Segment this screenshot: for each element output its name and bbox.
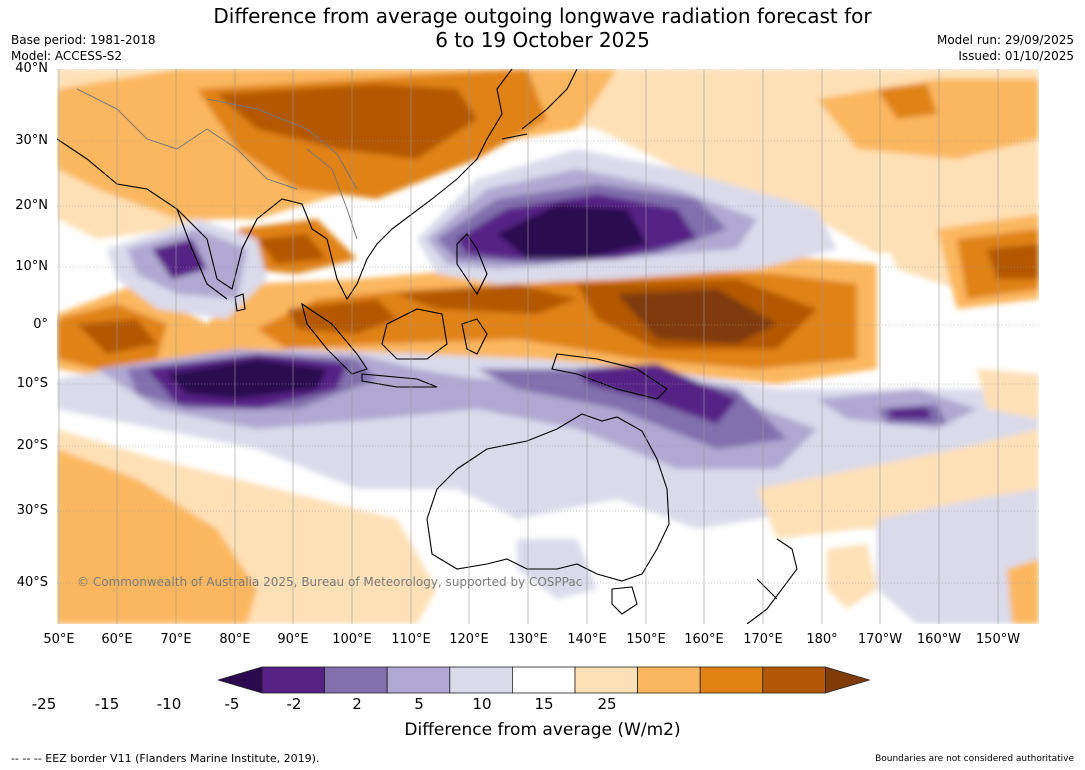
colorbar-segment bbox=[699, 666, 764, 694]
base-period-label: Base period: 1981-2018 bbox=[11, 33, 156, 47]
colorbar-tick: -10 bbox=[156, 695, 182, 713]
lat-label-10n: 10°N bbox=[15, 259, 48, 274]
model-info: Base period: 1981-2018 Model: ACCESS-S2 bbox=[11, 32, 156, 64]
anomaly-region bbox=[497, 204, 647, 259]
eez-note: -- -- -- EEZ border V11 (Flanders Marine… bbox=[11, 752, 320, 765]
lon-label-90e: 90°E bbox=[277, 632, 309, 647]
colorbar-segment bbox=[637, 666, 701, 694]
lat-label-40n: 40°N bbox=[15, 61, 48, 76]
anomaly-region bbox=[147, 354, 932, 424]
lat-label-20n: 20°N bbox=[15, 198, 48, 213]
lon-label-150w: 150°W bbox=[975, 632, 1021, 647]
anomaly-region bbox=[877, 489, 1039, 624]
lon-label-160e: 160°E bbox=[684, 632, 724, 647]
colorbar-title: Difference from average (W/m2) bbox=[404, 720, 681, 740]
india-coastline bbox=[176, 208, 228, 300]
lon-label-70e: 70°E bbox=[160, 632, 192, 647]
issued-label: Issued: 01/10/2025 bbox=[958, 49, 1074, 63]
map-title: Difference from average outgoing longwav… bbox=[213, 4, 872, 52]
colorbar-tick: -5 bbox=[224, 695, 240, 713]
colorbar bbox=[218, 666, 870, 694]
colorbar-end-low bbox=[218, 666, 263, 694]
philippines-coastline bbox=[456, 233, 488, 296]
anomaly-region bbox=[257, 234, 327, 264]
colorbar-tick: 2 bbox=[352, 695, 362, 713]
anomaly-region bbox=[817, 79, 1039, 159]
tasmania-coastline bbox=[611, 586, 638, 615]
lon-label-120e: 120°E bbox=[449, 632, 489, 647]
colorbar-segment bbox=[574, 666, 638, 694]
colorbar-segment bbox=[324, 666, 388, 694]
run-info: Model run: 29/09/2025 Issued: 01/10/2025 bbox=[937, 32, 1074, 64]
lat-label-30n: 30°N bbox=[15, 133, 48, 148]
lon-label-150e: 150°E bbox=[626, 632, 666, 647]
anomaly-region bbox=[827, 544, 877, 609]
anomaly-region bbox=[987, 244, 1039, 279]
lon-label-160w: 160°W bbox=[916, 632, 962, 647]
lat-label-30s: 30°S bbox=[16, 503, 48, 518]
lon-label-110e: 110°E bbox=[391, 632, 431, 647]
java-coastline bbox=[361, 373, 438, 388]
sri-lanka-coastline bbox=[234, 293, 246, 312]
anomaly-region bbox=[152, 239, 207, 279]
anomaly-region bbox=[57, 449, 257, 624]
colorbar-segment bbox=[261, 666, 325, 694]
colorbar-segment bbox=[762, 666, 826, 694]
borneo-coastline bbox=[381, 308, 448, 360]
lon-label-180: 180° bbox=[806, 632, 838, 647]
model-label: Model: ACCESS-S2 bbox=[11, 49, 123, 63]
colorbar-segment bbox=[511, 666, 576, 694]
lon-label-130e: 130°E bbox=[508, 632, 548, 647]
lon-label-140e: 140°E bbox=[567, 632, 607, 647]
model-run-label: Model run: 29/09/2025 bbox=[936, 33, 1074, 47]
lon-label-50e: 50°E bbox=[43, 632, 75, 647]
new-guinea-coastline bbox=[551, 353, 668, 400]
colorbar-tick: 25 bbox=[597, 695, 617, 713]
anomaly-region bbox=[167, 359, 327, 399]
asia-coastline bbox=[57, 69, 513, 301]
anomaly-map bbox=[57, 69, 1039, 624]
colorbar-tick: -2 bbox=[286, 695, 302, 713]
anomaly-region bbox=[977, 369, 1039, 419]
lon-label-80e: 80°E bbox=[219, 632, 251, 647]
map-canvas bbox=[57, 69, 1039, 624]
colorbar-tick: 5 bbox=[414, 695, 424, 713]
boundaries-note: Boundaries are not considered authoritat… bbox=[875, 754, 1074, 764]
japan-coastline bbox=[501, 69, 578, 140]
lon-label-100e: 100°E bbox=[332, 632, 372, 647]
new-zealand-coastline bbox=[746, 538, 798, 624]
copyright-notice: © Commonwealth of Australia 2025, Bureau… bbox=[77, 575, 583, 589]
colorbar-tick: -25 bbox=[31, 695, 57, 713]
sumatra-coastline bbox=[301, 302, 368, 375]
lat-label-0: 0° bbox=[33, 317, 48, 332]
anomaly-region bbox=[617, 289, 777, 344]
colorbar-tick: 15 bbox=[534, 695, 554, 713]
sulawesi-coastline bbox=[461, 318, 488, 355]
anomaly-region bbox=[217, 84, 477, 159]
lon-label-170e: 170°E bbox=[743, 632, 783, 647]
lon-label-60e: 60°E bbox=[101, 632, 133, 647]
anomaly-region bbox=[877, 84, 937, 119]
colorbar-end-high bbox=[825, 666, 870, 694]
lat-label-40s: 40°S bbox=[16, 575, 48, 590]
colorbar-tick: 10 bbox=[472, 695, 492, 713]
anomaly-region bbox=[1007, 559, 1039, 624]
colorbar-segment bbox=[386, 666, 451, 694]
colorbar-segment bbox=[449, 666, 513, 694]
australia-coastline bbox=[426, 413, 670, 582]
lat-label-10s: 10°S bbox=[16, 376, 48, 391]
colorbar-tick: -15 bbox=[94, 695, 120, 713]
lat-label-20s: 20°S bbox=[16, 438, 48, 453]
lon-label-170w: 170°W bbox=[857, 632, 903, 647]
